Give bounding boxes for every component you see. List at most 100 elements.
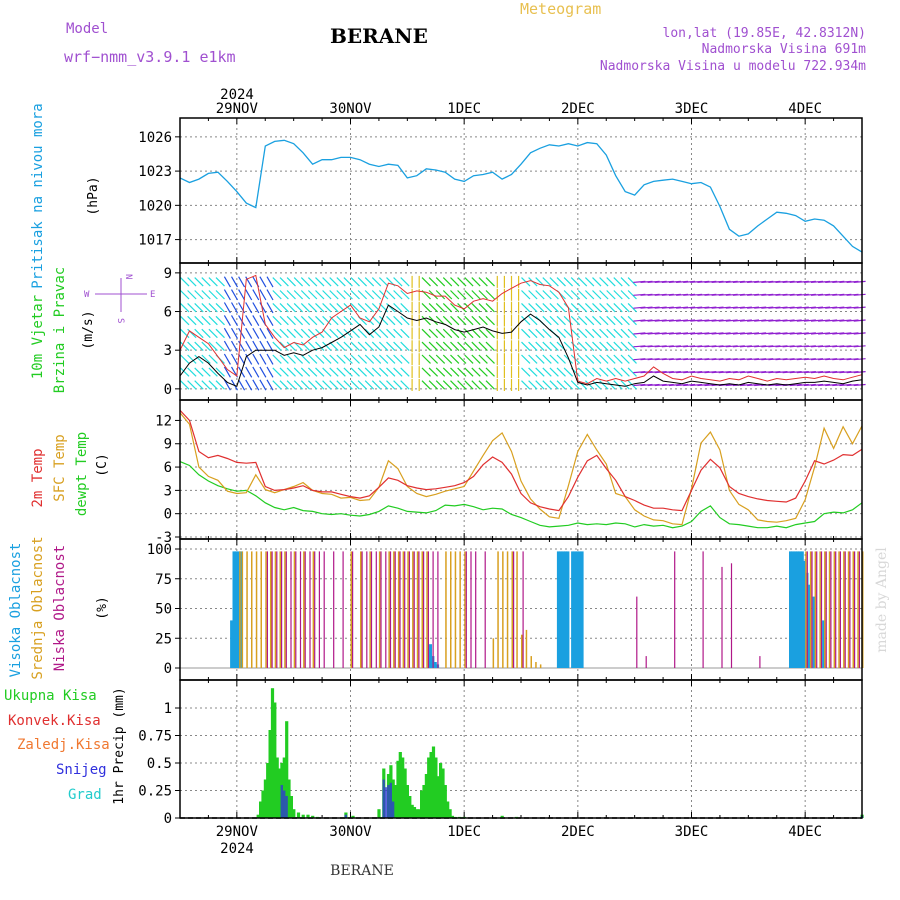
cloud-low-bar: [423, 551, 425, 668]
cloud-low-bar: [380, 551, 382, 668]
wind-arrow: [208, 277, 218, 287]
wind-arrow: [336, 367, 346, 377]
wind-arrow: [690, 319, 703, 322]
cloud-high-bar: [237, 551, 241, 668]
wind-arrow: [747, 306, 760, 309]
precip-snow-bar: [391, 801, 395, 818]
cloud-high-bar: [232, 551, 236, 668]
wind-arrow: [606, 315, 616, 326]
wind-arrow: [364, 367, 375, 377]
wind-arrow: [386, 328, 396, 339]
wind-arrow: [279, 277, 289, 287]
wind-arrow: [825, 306, 838, 309]
wind-arrow: [400, 328, 410, 339]
wind-arrow: [528, 302, 538, 313]
wind-arrow: [754, 332, 767, 335]
wind-arrow: [378, 328, 389, 339]
temp-2m-line: [179, 409, 863, 512]
wind-arrow: [556, 354, 566, 364]
wind-arrow: [293, 328, 304, 339]
bottom-day-label: 29NOV: [216, 824, 259, 840]
wind-arrow: [613, 302, 623, 313]
wind-arrow: [315, 302, 325, 313]
wind-arrow: [549, 290, 559, 300]
wind-arrow: [180, 328, 190, 339]
wind-arrow: [350, 380, 360, 390]
wind-arrow: [782, 332, 795, 335]
wind-arrow: [245, 327, 253, 339]
cloud-mid-bar: [516, 551, 518, 668]
wind-arrow: [535, 302, 545, 313]
wind-arrow: [521, 341, 531, 352]
wind-arrow: [592, 328, 602, 339]
cloud-mid-bar: [814, 551, 817, 668]
compass-east: E: [150, 290, 155, 300]
wind-ylabel-2: Brzina i Pravac: [52, 267, 68, 393]
wind-arrow: [485, 367, 495, 377]
precip-total-bar: [443, 785, 447, 818]
cloud-low-bar: [418, 551, 420, 668]
cloud-low-bar: [299, 551, 302, 668]
wind-arrow: [266, 289, 274, 301]
wind-arrow: [272, 380, 282, 390]
wind-arrow: [775, 306, 788, 309]
wind-arrow: [428, 328, 439, 339]
wind-arrow: [450, 302, 460, 313]
wind-arrow: [485, 354, 495, 364]
top-day-label: 3DEC: [675, 101, 709, 117]
wind-arrow: [322, 302, 332, 313]
cloud-mid-bar: [847, 551, 850, 668]
top-day-label: 30NOV: [329, 101, 372, 117]
cloud-mid-bar: [246, 551, 248, 668]
wind-arrow: [180, 354, 190, 364]
wind-arrow: [393, 341, 403, 352]
precip-total-bar: [431, 746, 436, 818]
wind-arrow: [350, 367, 360, 377]
y-tick-label: 6: [164, 305, 172, 321]
wind-arrow: [421, 315, 431, 326]
cloud-low-bar: [437, 551, 439, 668]
cloud-high-bar: [433, 662, 437, 668]
cloud-high-bar: [230, 620, 234, 668]
wind-arrow: [300, 367, 311, 377]
wind-arrow: [259, 276, 267, 288]
wind-arrow: [584, 380, 595, 390]
wind-arrow: [307, 277, 318, 287]
wind-arrow: [194, 380, 204, 390]
wind-arrow: [259, 379, 267, 391]
wind-arrow: [549, 277, 559, 287]
wind-arrow: [378, 380, 389, 390]
wind-arrow: [485, 315, 495, 326]
cloud-mid-bar: [397, 551, 400, 668]
wind-arrow: [315, 341, 325, 352]
wind-arrow: [853, 306, 866, 309]
cloud-low-bar: [484, 551, 486, 668]
wind-arrow: [570, 380, 581, 390]
wind-arrow: [556, 380, 566, 390]
wind-arrow: [471, 290, 481, 300]
wind-arrow: [739, 319, 752, 322]
wind-arrow: [329, 367, 339, 377]
wind-arrow: [725, 306, 738, 309]
wind-arrow: [450, 290, 460, 300]
wind-arrow: [599, 302, 609, 313]
wind-arrow: [343, 315, 353, 326]
wind-arrow: [556, 302, 566, 313]
wind-arrow: [315, 354, 325, 364]
y-tick-label: 0: [164, 661, 172, 677]
wind-arrow: [180, 341, 190, 352]
precip-total-bar: [398, 752, 402, 818]
wind-arrow: [435, 277, 446, 287]
wind-arrow: [223, 289, 231, 301]
wind-arrow: [613, 354, 623, 364]
wind-arrow: [711, 319, 724, 322]
wind-arrow: [810, 319, 824, 322]
wind-arrow: [421, 367, 431, 377]
wind-arrow: [279, 380, 289, 390]
precip-total-bar: [410, 804, 414, 818]
wind-arrow: [180, 290, 190, 300]
wind-arrow: [393, 328, 403, 339]
precip-total-bar: [403, 768, 407, 818]
wind-arrow: [556, 328, 566, 339]
wind-arrow: [599, 277, 609, 287]
